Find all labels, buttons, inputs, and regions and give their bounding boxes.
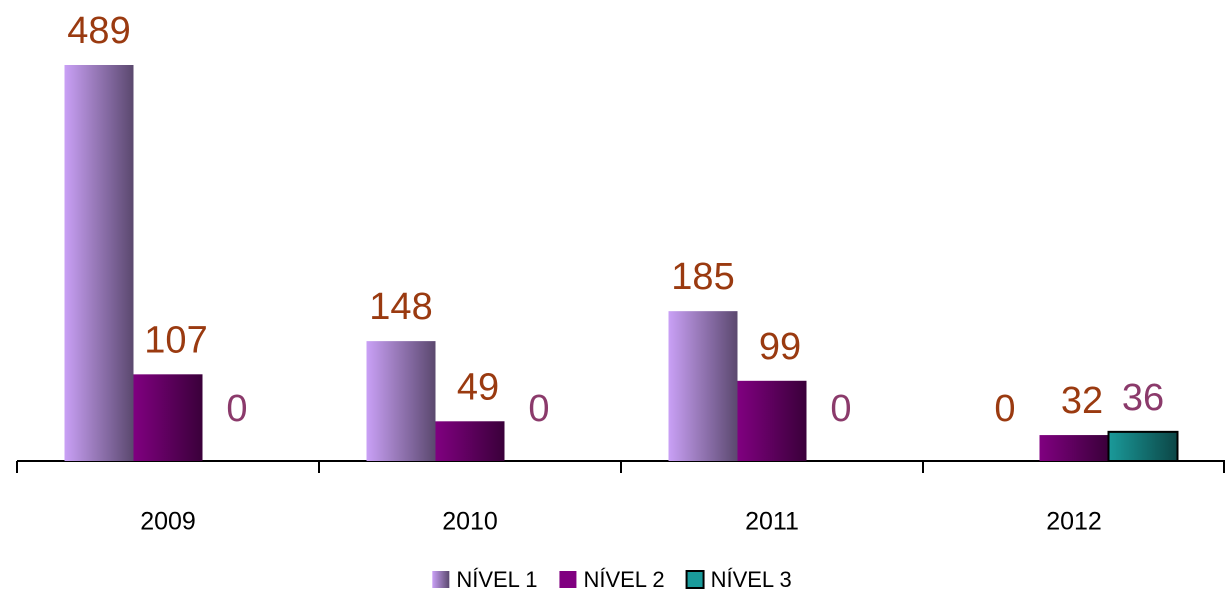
bar <box>133 374 203 461</box>
bar <box>435 421 505 461</box>
data-label: 107 <box>144 319 207 361</box>
data-label: 148 <box>369 286 432 328</box>
legend: NÍVEL 1 NÍVEL 2 NÍVEL 3 <box>432 567 792 592</box>
data-label: 49 <box>457 366 499 408</box>
bar <box>668 311 738 461</box>
data-label: 36 <box>1122 377 1164 419</box>
data-label: 0 <box>994 388 1015 430</box>
legend-label: NÍVEL 1 <box>456 567 537 592</box>
legend-shade <box>432 571 450 588</box>
data-label: 0 <box>528 388 549 430</box>
bar <box>1039 435 1109 461</box>
x-tick-label: 2010 <box>442 508 498 536</box>
data-label: 489 <box>67 10 130 52</box>
bar <box>366 341 436 461</box>
data-label: 185 <box>671 256 734 298</box>
legend-label: NÍVEL 2 <box>583 567 664 592</box>
x-tick-label: 2011 <box>745 508 799 536</box>
bar <box>1107 430 1179 462</box>
data-label: 0 <box>226 388 247 430</box>
data-label: 32 <box>1061 380 1103 422</box>
bar <box>737 380 807 461</box>
legend-label: NÍVEL 3 <box>711 567 792 592</box>
legend-swatch <box>685 570 705 589</box>
bar <box>64 65 134 461</box>
legend-swatch <box>559 571 577 588</box>
x-tick-label: 2009 <box>140 508 196 536</box>
data-label: 0 <box>830 388 851 430</box>
data-label: 99 <box>759 326 801 368</box>
x-tick-label: 2012 <box>1046 508 1102 536</box>
